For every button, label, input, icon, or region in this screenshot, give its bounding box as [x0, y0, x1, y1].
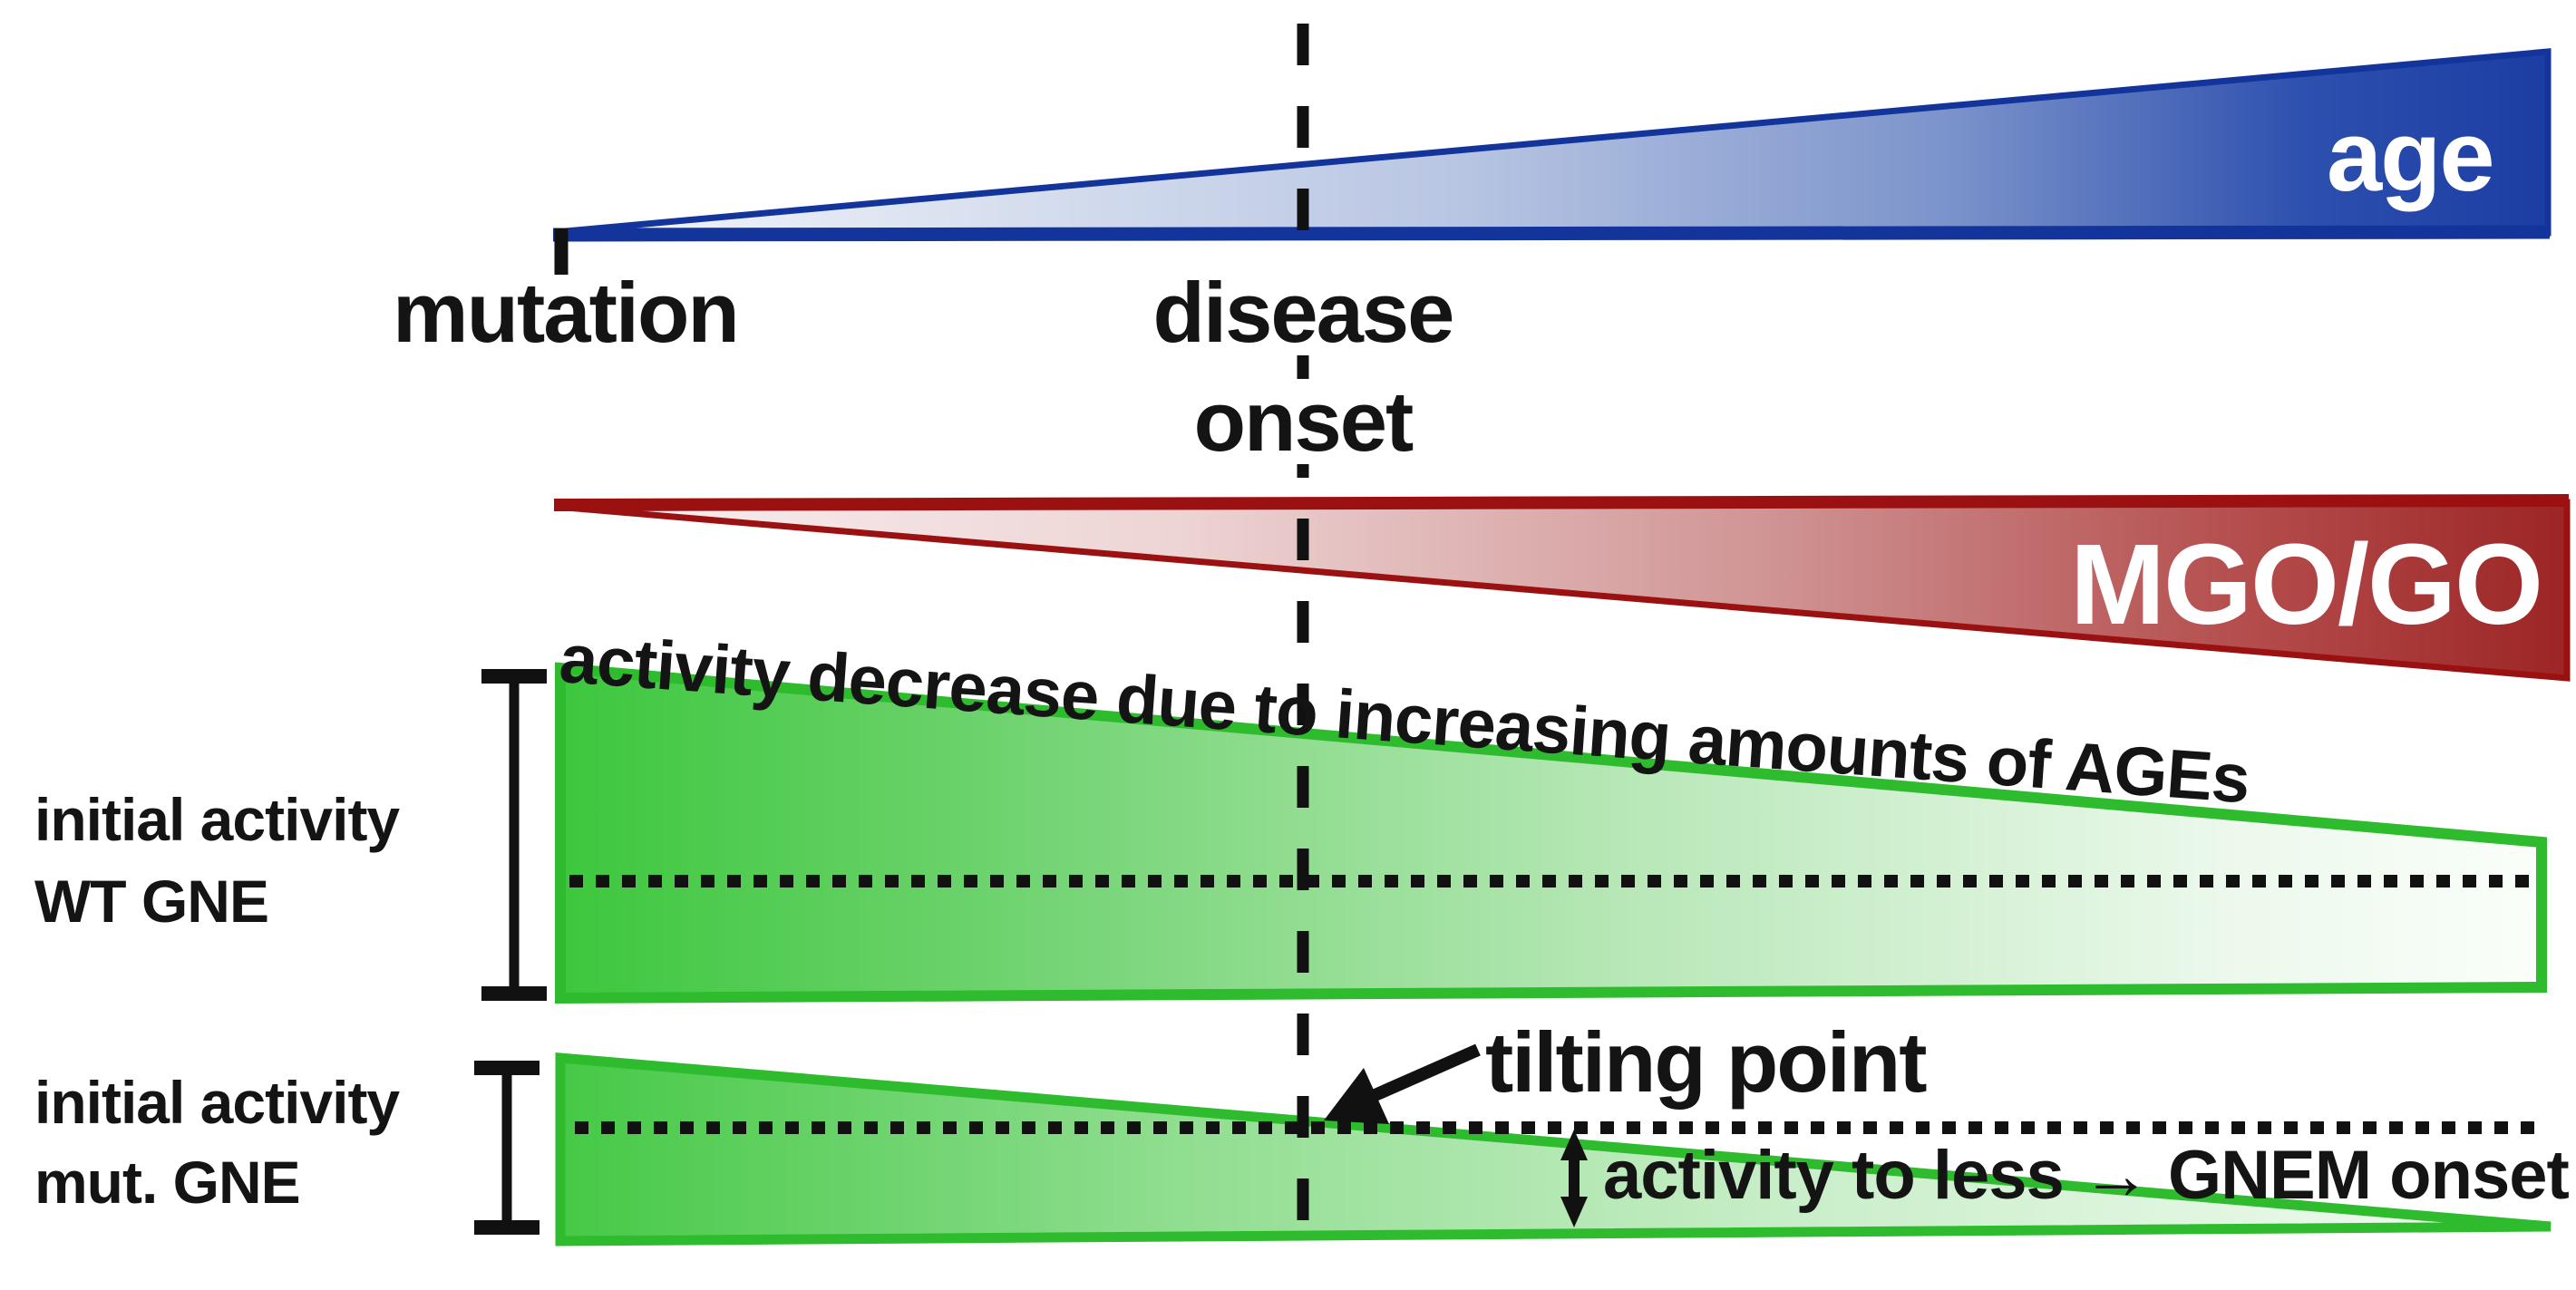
- age-wedge-label: age: [2327, 101, 2495, 212]
- mut-initial-activity-label: initial activity mut. GNE: [34, 1062, 400, 1222]
- mut-activity-bracket: [474, 1061, 540, 1235]
- wt-gne-activity-wedge: [555, 662, 2547, 1004]
- mut-initial-activity-line1: initial activity: [34, 1069, 400, 1136]
- disease-onset-label-line1: disease: [1129, 270, 1477, 355]
- age-wedge: [555, 48, 2552, 237]
- wt-initial-activity-line2: WT GNE: [34, 868, 269, 935]
- mutation-label: mutation: [393, 265, 740, 360]
- activity-loss-double-arrow: [1560, 1130, 1588, 1227]
- tilting-point-arrow: [1324, 1043, 1481, 1124]
- wt-activity-bracket: [481, 669, 547, 1001]
- age-wedge-bottom-border: [552, 225, 2551, 242]
- mut-initial-activity-line2: mut. GNE: [34, 1149, 301, 1216]
- tilting-point-label: tilting point: [1485, 1014, 1928, 1110]
- mgo-go-wedge-top-border: [553, 494, 2570, 511]
- mut-gne-activity-wedge: [555, 1052, 2552, 1246]
- wt-initial-activity-line1: initial activity: [34, 786, 400, 853]
- gnem-onset-note: activity to less → GNEM onset: [1603, 1137, 2570, 1214]
- disease-onset-label-line2: onset: [1129, 379, 1477, 464]
- mgo-go-wedge-label: MGO/GO: [2070, 520, 2543, 648]
- wt-initial-activity-label: initial activity WT GNE: [34, 779, 400, 942]
